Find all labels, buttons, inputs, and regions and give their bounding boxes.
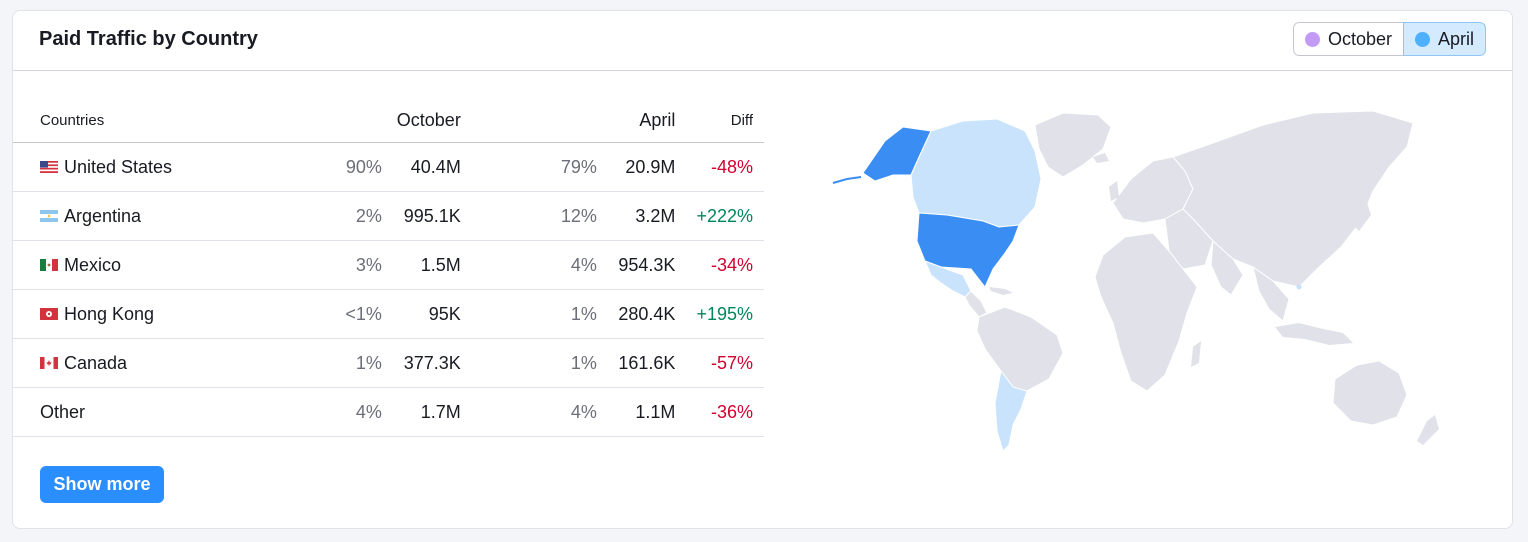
diff-value: -57% [675,338,764,388]
legend-april-label: April [1437,28,1474,49]
map-region-caribbean [989,287,1013,295]
table-row: Other 4% 1.7M 4% 1.1M -36% [13,387,764,437]
ca-flag-icon [40,357,58,369]
april-share: 1% [460,289,597,339]
header-april[interactable]: April [596,99,676,143]
header-october-share [289,99,382,143]
map-region-madagascar [1191,341,1201,367]
october-share: 2% [289,191,382,241]
world-map[interactable] [813,91,1453,471]
map-region-iceland [1093,153,1109,163]
diff-value: +195% [675,289,764,339]
april-share: 4% [460,240,597,290]
april-share: 79% [460,142,597,192]
header-diff[interactable]: Diff [675,99,764,143]
october-value: 95K [381,289,461,339]
map-region-uk [1109,181,1119,201]
october-value: 40.4M [381,142,461,192]
map-region-south-america[interactable] [976,306,1064,392]
april-value: 280.4K [596,289,676,339]
show-more-button[interactable]: Show more [40,466,164,503]
map-region-australia[interactable] [1332,360,1408,426]
october-share: <1% [289,289,382,339]
mx-flag-icon [40,259,58,271]
table-header-row: Countries October April Diff [13,99,764,143]
table-row: Hong Kong <1% 95K 1% 280.4K +195% [13,289,764,339]
map-region-hong-kong[interactable] [1296,284,1302,290]
map-region-argentina[interactable] [994,369,1028,452]
october-value: 995.1K [381,191,461,241]
october-share: 3% [289,240,382,290]
diff-value: -48% [675,142,764,192]
hk-flag-icon [40,308,58,320]
table-row: United States 90% 40.4M 79% 20.9M -48% [13,142,764,192]
april-share: 4% [460,387,597,437]
map-region-asia[interactable] [1172,110,1414,288]
october-value: 1.5M [381,240,461,290]
card-title: Paid Traffic by Country [39,28,258,50]
header-april-share [460,99,597,143]
april-value: 3.2M [596,191,676,241]
april-value: 20.9M [596,142,676,192]
country-name[interactable]: Argentina [64,205,142,226]
october-share: 4% [289,387,382,437]
map-region-japan[interactable] [1351,197,1371,231]
map-region-canada[interactable] [910,118,1042,228]
april-value: 954.3K [596,240,676,290]
us-flag-icon [40,161,58,173]
map-region-new-zealand [1417,415,1439,445]
table-row: Argentina 2% 995.1K 12% 3.2M +222% [13,191,764,241]
diff-value: -34% [675,240,764,290]
april-share: 12% [460,191,597,241]
map-region-india[interactable] [1210,239,1244,296]
ar-flag-icon [40,210,58,222]
country-table: Countries October April Diff United Stat… [13,99,764,437]
period-legend: October April [1292,22,1486,56]
country-name[interactable]: Hong Kong [64,303,155,324]
october-share: 90% [289,142,382,192]
map-region-central-america[interactable] [964,290,988,318]
map-region-aleutians [832,176,862,184]
diff-value: -36% [675,387,764,437]
card-header: Paid Traffic by Country October April [13,11,1512,71]
country-name[interactable]: Canada [64,352,128,373]
april-value: 1.1M [596,387,676,437]
table-row: Canada 1% 377.3K 1% 161.6K -57% [13,338,764,388]
legend-april-button[interactable]: April [1402,22,1486,56]
map-region-africa[interactable] [1094,232,1198,392]
diff-value: +222% [675,191,764,241]
map-region-indonesia[interactable] [1275,323,1353,345]
october-value: 377.3K [381,338,461,388]
legend-october-label: October [1327,28,1392,49]
header-october[interactable]: October [381,99,461,143]
country-name: Other [40,401,86,422]
country-name[interactable]: United States [64,156,173,177]
april-dot-icon [1414,31,1430,47]
map-region-southeast-asia[interactable] [1252,265,1290,322]
header-countries: Countries [13,99,290,143]
october-share: 1% [289,338,382,388]
april-value: 161.6K [596,338,676,388]
paid-traffic-card: Paid Traffic by Country October April Co… [12,10,1513,529]
map-region-greenland[interactable] [1034,112,1112,178]
april-share: 1% [460,338,597,388]
october-value: 1.7M [381,387,461,437]
table-row: Mexico 3% 1.5M 4% 954.3K -34% [13,240,764,290]
october-dot-icon [1304,31,1320,47]
legend-october-button[interactable]: October [1292,22,1404,56]
country-name[interactable]: Mexico [64,254,122,275]
